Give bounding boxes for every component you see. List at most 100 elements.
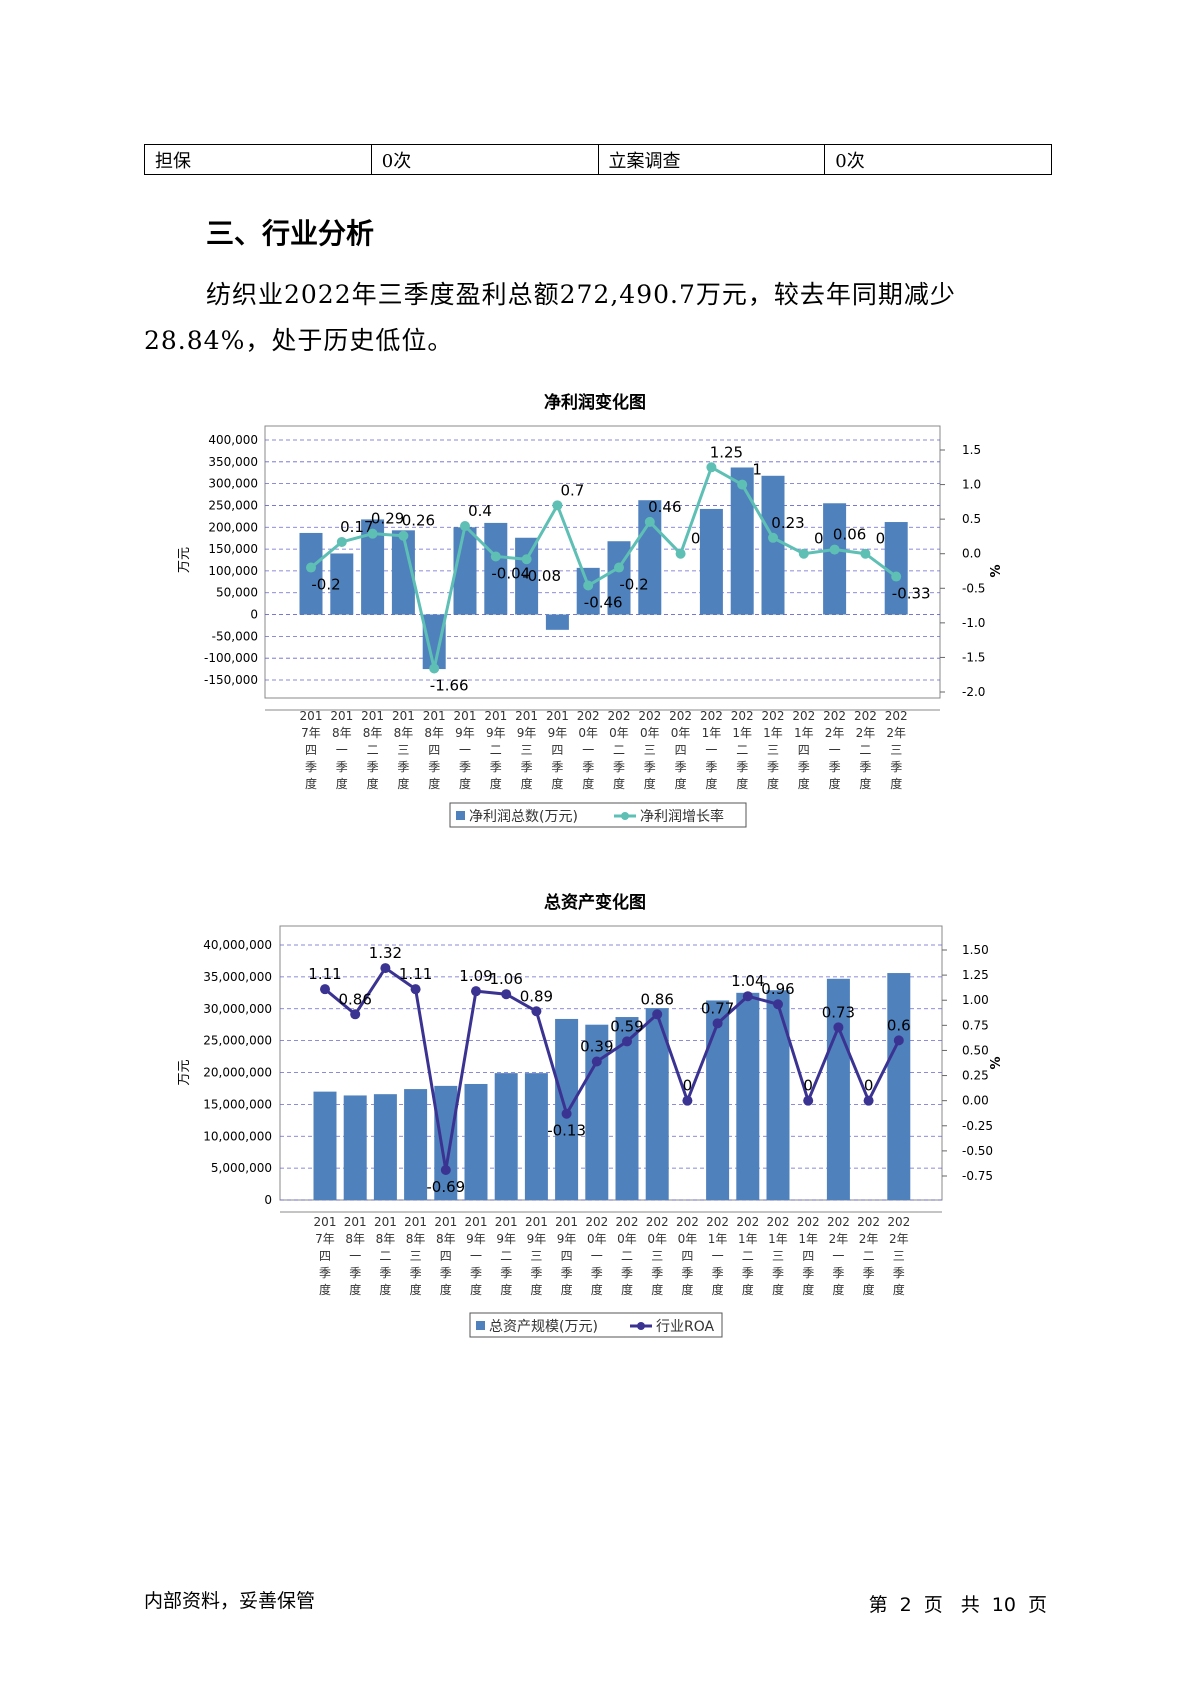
x-tick-label: 202 <box>638 709 661 723</box>
x-tick-label: 2年 <box>886 726 906 740</box>
x-tick-label: 度 <box>712 1282 724 1297</box>
x-tick-label: 二 <box>742 1249 754 1263</box>
total-prefix: 共 <box>960 1594 980 1616</box>
x-tick-label: 202 <box>767 1215 790 1229</box>
y-tick-label: 50,000 <box>216 586 258 600</box>
line-point <box>675 548 686 559</box>
x-tick-label: 季 <box>336 760 348 774</box>
bar <box>330 553 354 615</box>
x-tick-label: 2年 <box>856 726 876 740</box>
y-tick-label: 200,000 <box>208 520 258 534</box>
data-label: 1.11 <box>308 965 341 983</box>
x-tick-label: 季 <box>561 1266 573 1280</box>
legend-label: 总资产规模(万元) <box>489 1319 598 1335</box>
line-point <box>893 1035 904 1046</box>
y-tick-label: 100,000 <box>208 564 258 578</box>
x-tick-label: 四 <box>561 1249 573 1263</box>
data-label: 0 <box>814 530 824 548</box>
x-tick-label: 一 <box>591 1249 603 1263</box>
x-tick-label: 9年 <box>455 726 475 740</box>
line-point <box>521 554 532 565</box>
data-label: 0.59 <box>610 1017 643 1035</box>
data-label: -0.2 <box>311 576 340 594</box>
x-tick-label: 0年 <box>647 1232 667 1246</box>
bar <box>494 1073 518 1200</box>
line-point <box>829 544 840 555</box>
x-tick-label: 季 <box>893 1266 905 1280</box>
x-tick-label: 201 <box>525 1215 548 1229</box>
x-tick-label: 0年 <box>671 726 691 740</box>
line-point <box>891 571 902 582</box>
x-tick-label: 三 <box>651 1249 663 1263</box>
x-tick-label: 9年 <box>557 1232 577 1246</box>
line-point <box>798 548 809 559</box>
x-tick-label: 季 <box>644 760 656 774</box>
line-point <box>863 1095 874 1106</box>
x-tick-label: 0年 <box>578 726 598 740</box>
x-tick-label: 季 <box>798 760 810 774</box>
x-tick-label: 度 <box>802 1282 814 1297</box>
x-tick-label: 8年 <box>376 1232 396 1246</box>
x-tick-label: 度 <box>893 1282 905 1297</box>
x-tick-label: 度 <box>591 1282 603 1297</box>
bar <box>524 1073 548 1200</box>
line-point <box>460 521 470 532</box>
x-tick-label: 度 <box>530 1282 542 1297</box>
table-row: 担保 0次 立案调查 0次 <box>144 144 1052 175</box>
bar <box>645 1008 669 1200</box>
data-label: 1 <box>752 461 762 479</box>
line-point <box>622 1036 632 1047</box>
x-tick-label: 202 <box>885 709 908 723</box>
x-tick-label: 季 <box>742 1266 754 1280</box>
bar <box>826 978 850 1200</box>
y2-tick-label: -0.25 <box>962 1119 993 1133</box>
x-tick-label: 三 <box>893 1249 905 1263</box>
y2-tick-label: -0.50 <box>962 1144 993 1158</box>
line-point <box>440 1164 451 1175</box>
data-label: 1.32 <box>369 944 402 962</box>
data-label: 0.73 <box>822 1003 855 1021</box>
legend-box <box>469 1312 723 1338</box>
x-tick-label: 季 <box>470 1266 482 1280</box>
line-point <box>583 580 594 591</box>
y-tick-label: -100,000 <box>204 651 258 665</box>
bar <box>887 973 911 1200</box>
line-point <box>306 562 316 573</box>
x-tick-label: 三 <box>890 743 902 757</box>
info-table: 担保 0次 立案调查 0次 <box>144 144 1052 175</box>
y2-tick-label: 1.5 <box>962 443 981 457</box>
x-tick-label: 一 <box>582 743 594 757</box>
data-label: 0 <box>864 1077 874 1095</box>
line-point <box>644 516 655 527</box>
x-tick-label: 四 <box>319 1249 331 1263</box>
x-tick-label: 四 <box>440 1249 452 1263</box>
x-tick-label: 三 <box>767 743 779 757</box>
y-tick-label: -150,000 <box>204 673 258 687</box>
x-tick-label: 1年 <box>798 1232 818 1246</box>
x-tick-label: 季 <box>772 1266 784 1280</box>
x-tick-label: 1年 <box>768 1232 788 1246</box>
x-tick-label: 201 <box>404 1215 427 1229</box>
x-tick-label: 0年 <box>609 726 629 740</box>
legend-swatch-marker <box>637 1322 645 1330</box>
x-tick-label: 季 <box>319 1266 331 1280</box>
x-tick-label: 一 <box>336 743 348 757</box>
x-tick-label: 度 <box>379 1282 391 1297</box>
x-tick-label: 季 <box>428 760 440 774</box>
y2-tick-label: -2.0 <box>962 685 985 699</box>
x-tick-label: 季 <box>305 760 317 774</box>
x-tick-label: 二 <box>379 1249 391 1263</box>
y2-tick-label: -1.5 <box>962 650 985 664</box>
x-tick-label: 三 <box>772 1249 784 1263</box>
y2-tick-label: 0.5 <box>962 512 981 526</box>
x-tick-label: 季 <box>613 760 625 774</box>
x-tick-label: 0年 <box>587 1232 607 1246</box>
x-tick-label: 201 <box>555 1215 578 1229</box>
x-tick-label: 0年 <box>640 726 660 740</box>
series-line <box>310 465 898 669</box>
y-tick-label: 10,000,000 <box>203 1129 272 1143</box>
data-label: 1.06 <box>489 970 522 988</box>
line-point <box>737 479 748 490</box>
bar <box>761 475 785 615</box>
bar <box>343 1095 367 1200</box>
